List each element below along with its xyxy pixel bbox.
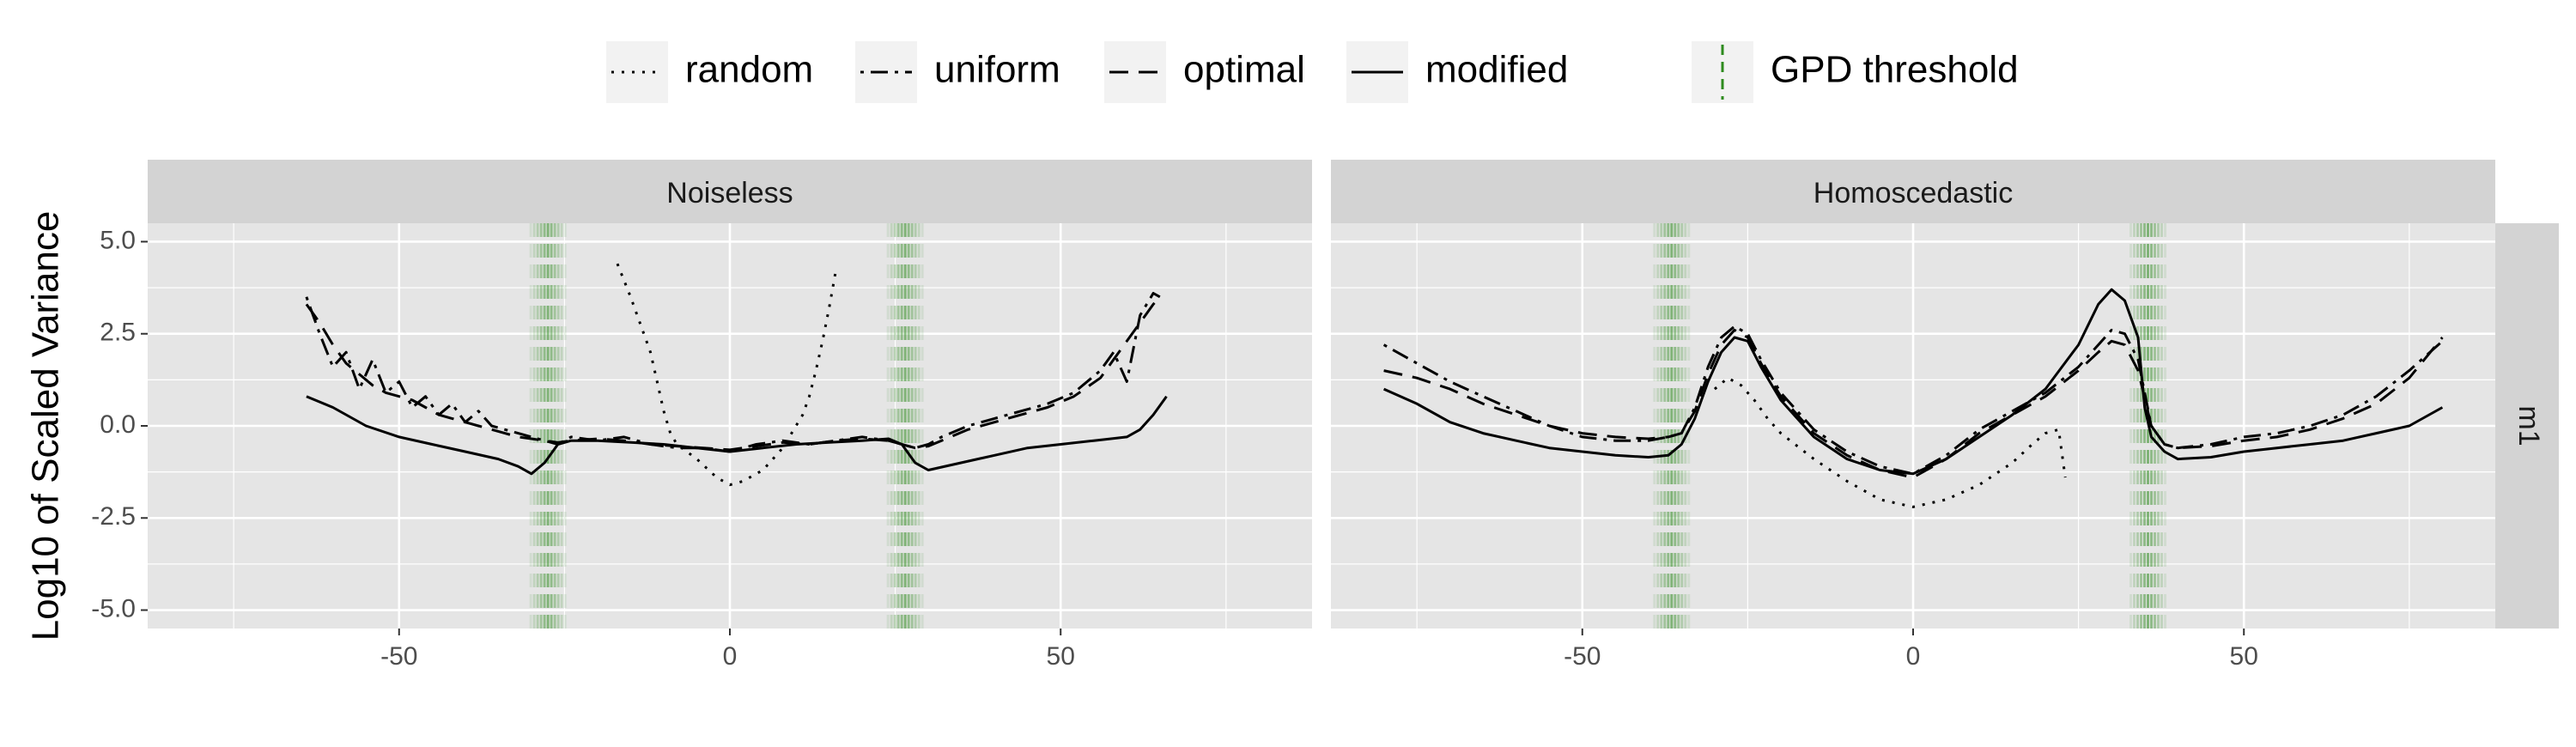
y-tick-label: 5.0 (100, 226, 136, 254)
series-line-uniform (305, 292, 1161, 453)
legend-item-modified: modified (1346, 41, 1568, 103)
legend-item-optimal: optimal (1104, 41, 1305, 103)
legend: random uniform optimal modified GPD threshol… (606, 41, 2019, 103)
x-tick-label: 50 (1047, 642, 1075, 671)
strip-label-noiseless: Noiseless (666, 177, 793, 210)
y-axis: -5.0 -2.5 0.0 2.5 5.0 (91, 226, 148, 622)
strip-noiseless (148, 160, 1312, 223)
legend-label: random (685, 49, 813, 91)
y-tick-label: -5.0 (91, 594, 136, 622)
legend-item-gpd: GPD threshold (1692, 41, 2019, 103)
series-line-optimal (1383, 328, 2444, 479)
panel-homoscedastic: Homoscedastic -50 0 50 (1331, 160, 2495, 671)
legend-item-random: random (606, 41, 813, 103)
legend-label: optimal (1183, 49, 1305, 91)
panel-noiseless: Noiseless -50 0 50 (148, 160, 1312, 671)
y-tick-label: -2.5 (91, 502, 136, 531)
series-line-modified (1382, 288, 2444, 476)
y-tick-label: 2.5 (100, 319, 136, 347)
series-line-optimal (305, 295, 1161, 452)
series-line-uniform (1382, 325, 2444, 476)
series-line-modified (306, 395, 1168, 476)
y-tick-label: 0.0 (100, 410, 136, 439)
legend-label: uniform (934, 49, 1060, 91)
legend-item-uniform: uniform (855, 41, 1060, 103)
y-axis-title: Log10 of Scaled Variance (25, 211, 67, 641)
strip-label-homoscedastic: Homoscedastic (1814, 177, 2013, 210)
legend-label: modified (1425, 49, 1568, 91)
x-tick-label: -50 (1564, 642, 1601, 671)
strip-homoscedastic (1331, 160, 2495, 223)
x-tick-label: 0 (723, 642, 738, 671)
x-tick-label: -50 (380, 642, 417, 671)
x-tick-label: 0 (1906, 642, 1921, 671)
legend-key (606, 41, 668, 103)
row-strip (2495, 223, 2559, 629)
row-strip-label: m1 (2512, 405, 2545, 446)
legend-label: GPD threshold (1771, 49, 2019, 91)
x-tick-label: 50 (2230, 642, 2258, 671)
